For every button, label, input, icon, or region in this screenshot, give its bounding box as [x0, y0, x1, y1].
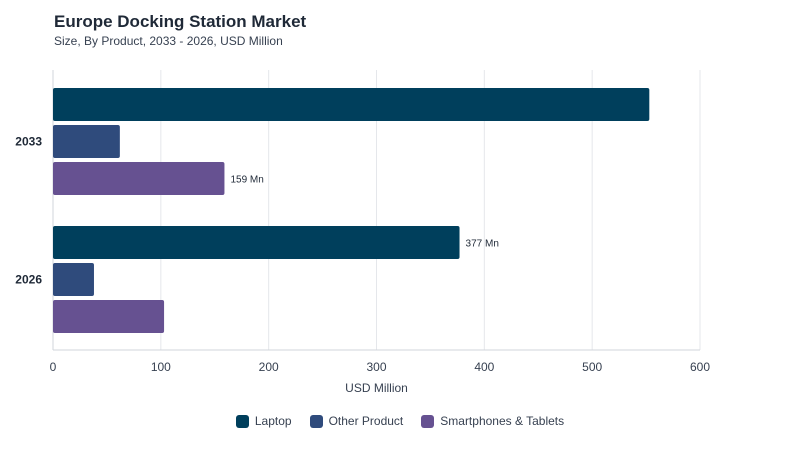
x-tick-label-200: 200 [259, 360, 279, 374]
legend-label-other-product: Other Product [328, 414, 404, 428]
x-tick-label-100: 100 [151, 360, 171, 374]
bar-other-product-2026 [53, 263, 94, 296]
data-label-0: 159 Mn [230, 175, 263, 186]
chart-subtitle: Size, By Product, 2033 - 2026, USD Milli… [54, 34, 283, 48]
legend-swatch-laptop [235, 414, 249, 428]
x-tick-label-300: 300 [366, 360, 386, 374]
legend-label-smartphones-tablets: Smartphones & Tablets [440, 414, 565, 428]
legend-item-laptop[interactable]: Laptop [235, 414, 292, 428]
y-category-label-2026: 2026 [15, 273, 42, 287]
legend-item-smartphones-tablets[interactable]: Smartphones & Tablets [421, 414, 564, 428]
x-tick-label-600: 600 [690, 360, 710, 374]
legend-swatch-smartphones-tablets [421, 414, 435, 428]
x-tick-label-0: 0 [50, 360, 57, 374]
legend-item-other-product[interactable]: Other Product [309, 414, 404, 428]
bar-laptop-2033 [53, 88, 650, 121]
x-tick-label-400: 400 [474, 360, 494, 374]
bar-other-product-2033 [53, 125, 120, 158]
bar-smartphones-tablets-2026 [53, 300, 165, 333]
data-label-1: 377 Mn [466, 239, 499, 250]
legend: Laptop Other Product Smartphones & Table… [0, 414, 800, 428]
x-tick-label-500: 500 [582, 360, 602, 374]
legend-swatch-other-product [309, 414, 323, 428]
chart-title: Europe Docking Station Market [54, 12, 307, 31]
bar-smartphones-tablets-2033 [53, 162, 225, 195]
legend-label-laptop: Laptop [254, 414, 292, 428]
x-axis-title: USD Million [345, 381, 408, 395]
y-category-label-2033: 2033 [15, 135, 42, 149]
bar-laptop-2026 [53, 226, 460, 259]
